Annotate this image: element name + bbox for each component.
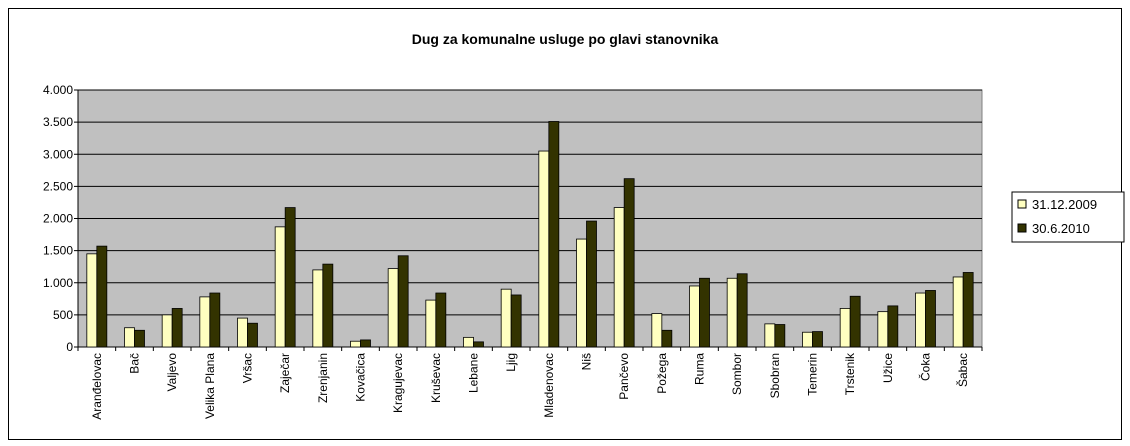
x-tick-label: Ljig: [504, 353, 518, 372]
bar: [699, 277, 710, 348]
x-tick-label: Vršac: [241, 353, 255, 383]
bar: [538, 150, 550, 348]
x-tick-label: Šabac: [955, 353, 970, 387]
x-tick-label: Užice: [881, 353, 895, 383]
bar: [661, 329, 673, 348]
x-tick-label: Kruševac: [429, 353, 443, 403]
bar: [877, 311, 889, 348]
bar: [96, 245, 108, 348]
bar: [237, 317, 248, 348]
bar: [802, 331, 813, 348]
y-tick-label: 500: [53, 308, 73, 322]
bar: [510, 294, 522, 348]
bar: [915, 292, 926, 348]
y-tick-label: 4.000: [43, 83, 73, 97]
bar: [651, 313, 663, 348]
x-tick-label: Pančevo: [617, 353, 631, 400]
bar: [962, 272, 974, 348]
x-tick-label: Niš: [580, 353, 594, 370]
bar: [576, 238, 587, 348]
bar: [397, 255, 409, 348]
bar: [284, 207, 296, 348]
bar: [161, 314, 173, 348]
bar: [86, 253, 98, 348]
bar: [736, 273, 748, 348]
y-tick-label: 1.000: [43, 276, 73, 290]
bar: [623, 178, 635, 348]
bar: [887, 305, 899, 348]
bar: [350, 340, 361, 348]
x-tick-label: Valjevo: [165, 353, 179, 392]
bar: [322, 263, 334, 348]
legend-swatch: [1017, 199, 1027, 209]
bar: [387, 268, 399, 348]
bar: [124, 327, 135, 348]
bar: [548, 121, 560, 348]
legend-box: [1011, 191, 1125, 243]
bar: [952, 276, 964, 348]
bar: [425, 299, 437, 348]
x-tick-label: Čoka: [918, 353, 933, 381]
legend-label: 30.6.2010: [1032, 221, 1090, 236]
bar: [171, 308, 183, 348]
x-tick-label: Bač: [128, 353, 142, 374]
bar: [925, 290, 936, 348]
y-tick-label: 3.000: [43, 147, 73, 161]
chart-title: Dug za komunalne usluge po glavi stanovn…: [412, 31, 719, 47]
y-tick-label: 2.500: [43, 179, 73, 193]
x-tick-label: Kragujevac: [391, 353, 405, 413]
y-tick-label: 2.000: [43, 212, 73, 226]
bar: [435, 292, 447, 348]
y-tick-label: 0: [66, 340, 73, 354]
bar: [247, 322, 258, 348]
bar: [613, 207, 625, 348]
bar: [209, 292, 221, 348]
bar: [199, 296, 211, 348]
bar: [463, 336, 474, 348]
legend-swatch: [1017, 223, 1027, 233]
x-tick-label: Velika Plana: [203, 353, 217, 419]
bar: [312, 269, 324, 348]
bar: [849, 295, 861, 348]
x-tick-label: Sombor: [730, 353, 744, 395]
bar: [764, 323, 776, 348]
x-tick-label: Kovačica: [354, 353, 368, 402]
bar: [839, 308, 851, 348]
x-tick-label: Ruma: [693, 353, 707, 385]
x-tick-label: Aranđelovac: [90, 353, 104, 420]
y-tick-label: 3.500: [43, 115, 73, 129]
y-tick-label: 1.500: [43, 244, 73, 258]
bar: [274, 226, 286, 348]
bar: [500, 288, 512, 348]
x-tick-label: Mladenovac: [542, 353, 556, 418]
bar: [774, 324, 786, 348]
x-tick-label: Lebane: [467, 353, 481, 393]
legend-label: 31.12.2009: [1032, 197, 1097, 212]
x-tick-label: Sbobran: [768, 353, 782, 398]
x-tick-label: Zrenjanin: [316, 353, 330, 403]
bar: [473, 341, 484, 348]
x-tick-label: Požega: [655, 353, 669, 394]
x-tick-label: Trstenik: [843, 352, 857, 395]
x-tick-label: Temerin: [806, 353, 820, 396]
bar: [812, 331, 823, 348]
x-tick-label: Zaječar: [278, 353, 292, 393]
bar: [586, 220, 597, 348]
bar: [689, 285, 700, 348]
bar: [134, 329, 145, 348]
bar: [360, 339, 371, 348]
bar: [726, 277, 738, 348]
